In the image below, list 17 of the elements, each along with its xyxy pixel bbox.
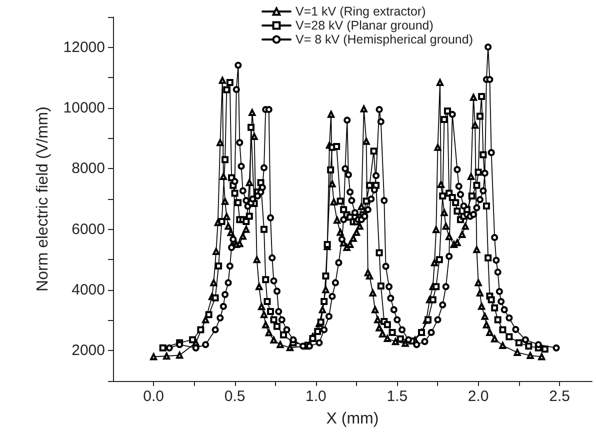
legend-label: V= 8 kV (Hemispherical ground) — [295, 32, 474, 46]
x-axis-title: X (mm) — [326, 410, 379, 428]
legend-label: V=28 kV (Planar ground) — [295, 18, 434, 32]
y-tick-label: 10000 — [63, 100, 105, 116]
y-axis-title: Norm electric field (V/mm) — [34, 106, 52, 292]
x-tick-label: 1.0 — [306, 388, 326, 405]
legend-label: V=1 kV (Ring extractor) — [295, 4, 426, 18]
x-tick-label: 2.0 — [468, 388, 489, 405]
x-tick-label: 0.5 — [224, 388, 246, 405]
y-tick-label: 4000 — [72, 282, 105, 298]
y-tick-label: 6000 — [72, 220, 105, 238]
x-tick-label: 0.0 — [143, 388, 164, 405]
x-tick-label: 1.5 — [386, 388, 408, 405]
y-tick-label: 8000 — [72, 160, 105, 178]
y-tick-label: 2000 — [72, 342, 105, 360]
y-tick-label: 12000 — [63, 38, 105, 56]
x-tick-label: 2.5 — [549, 388, 570, 405]
